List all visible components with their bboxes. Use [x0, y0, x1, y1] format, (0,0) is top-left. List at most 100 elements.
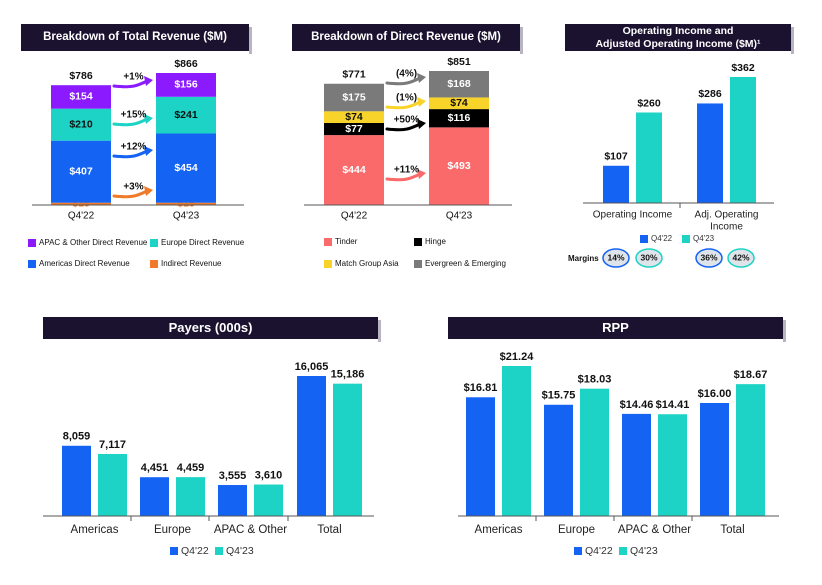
bar-payers-q4-22-apac-other — [218, 485, 247, 516]
growth-arrow-direct_revenue-hinge — [385, 122, 422, 132]
operating-income-title: Operating Income and Adjusted Operating … — [565, 24, 794, 54]
legend-label-total_revenue-americas-direct-revenue: Americas Direct Revenue — [39, 259, 130, 268]
legend-swatch-payers-q4-23 — [215, 547, 223, 555]
operating-income-title-line1: Operating Income and — [622, 25, 734, 38]
bar-rpp-q4-23-apac-other — [658, 414, 687, 516]
legend-label-total_revenue-europe-direct-revenue: Europe Direct Revenue — [161, 238, 245, 247]
operating-income-title-line2: Adjusted Operating Income ($M)¹ — [595, 37, 761, 50]
bar-payers-q4-22-europe — [140, 477, 169, 516]
legend-label-rpp-q4-23: Q4'23 — [630, 545, 658, 557]
data-label-rpp-q4-23-apac-other: $14.41 — [656, 399, 690, 411]
bar-rpp-q4-22-europe — [544, 404, 573, 516]
bar-operating_income-q4-22-operating-income — [603, 165, 629, 203]
bar-operating_income-q4-23-adj-operating-income — [730, 77, 756, 203]
margin-badge-operating-income-q4-23 — [635, 248, 663, 268]
margin-value-operating-income-q4-23: 30% — [640, 252, 657, 262]
bar-payers-q4-23-total — [333, 383, 362, 516]
legend-label-payers-q4-23: Q4'23 — [226, 545, 254, 557]
growth-arrow-total_revenue-americas-direct-revenue — [112, 149, 149, 159]
bar-direct_revenue-hinge-q4-22 — [324, 122, 384, 136]
margin-badge-adj-operating-income-q4-22 — [695, 248, 723, 268]
margins-label: Margins — [568, 254, 599, 263]
x-tick-total_revenue-q4-23: Q4'23 — [173, 211, 200, 222]
x-tick-payers-americas: Americas — [71, 524, 119, 536]
legend-swatch-rpp-q4-22 — [574, 547, 582, 555]
legend-swatch-total_revenue-indirect-revenue — [150, 260, 158, 268]
bar-direct_revenue-evergreen-emerging-q4-22 — [324, 83, 384, 112]
growth-arrow-direct_revenue-match-group-asia — [385, 100, 422, 110]
x-tick-payers-apac-other: APAC & Other — [214, 524, 287, 536]
data-label-payers-q4-22-europe: 4,451 — [141, 462, 169, 474]
growth-arrowhead-direct_revenue-hinge — [417, 119, 426, 129]
total-label-total_revenue-q4-23: $866 — [174, 58, 198, 70]
data-label-direct_revenue-hinge-q4-23: $116 — [448, 112, 471, 124]
legend-swatch-rpp-q4-23 — [619, 547, 627, 555]
data-label-direct_revenue-hinge-q4-22: $77 — [345, 123, 363, 135]
data-label-total_revenue-americas-direct-revenue-q4-23: $454 — [174, 162, 198, 174]
data-label-rpp-q4-22-apac-other: $14.46 — [620, 399, 654, 411]
bar-payers-q4-22-total — [297, 376, 326, 516]
growth-arrowhead-total_revenue-apac-other-direct-revenue — [144, 76, 153, 86]
data-label-total_revenue-apac-other-direct-revenue-q4-22: $154 — [69, 91, 93, 103]
data-label-operating_income-q4-23-adj-operating-income: $362 — [731, 62, 755, 74]
data-label-direct_revenue-tinder-q4-22: $444 — [342, 164, 366, 176]
bar-direct_revenue-tinder-q4-23 — [429, 127, 489, 205]
legend-swatch-direct_revenue-match-group-asia — [324, 260, 332, 268]
data-label-direct_revenue-evergreen-emerging-q4-23: $168 — [447, 78, 471, 90]
data-label-direct_revenue-match-group-asia-q4-23: $74 — [450, 97, 468, 109]
bar-rpp-q4-22-total — [700, 403, 729, 516]
bar-direct_revenue-match-group-asia-q4-23 — [429, 97, 489, 110]
x-tick-rpp-europe: Europe — [558, 524, 595, 536]
bar-payers-q4-22-americas — [62, 445, 91, 516]
data-label-total_revenue-europe-direct-revenue-q4-23: $241 — [174, 109, 198, 121]
bar-total_revenue-indirect-revenue-q4-22 — [51, 202, 111, 205]
data-label-operating_income-q4-22-operating-income: $107 — [604, 151, 628, 163]
bar-total_revenue-europe-direct-revenue-q4-23 — [156, 96, 216, 134]
bar-direct_revenue-match-group-asia-q4-22 — [324, 111, 384, 123]
bar-operating_income-q4-22-adj-operating-income — [697, 103, 723, 203]
data-label-rpp-q4-23-europe: $18.03 — [578, 374, 612, 386]
x-tick-total_revenue-q4-22: Q4'22 — [68, 211, 95, 222]
x-tick-operating_income-operating-income: Operating Income — [593, 210, 673, 221]
data-label-payers-q4-22-total: 16,065 — [295, 361, 329, 373]
legend-swatch-total_revenue-americas-direct-revenue — [28, 260, 36, 268]
legend-label-total_revenue-indirect-revenue: Indirect Revenue — [161, 259, 222, 268]
bar-payers-q4-23-americas — [98, 453, 127, 516]
data-label-total_revenue-americas-direct-revenue-q4-22: $407 — [69, 165, 93, 177]
bar-total_revenue-apac-other-direct-revenue-q4-22 — [51, 85, 111, 109]
growth-arrow-total_revenue-apac-other-direct-revenue — [112, 79, 149, 89]
legend-swatch-total_revenue-apac-other-direct-revenue — [28, 239, 36, 247]
total-revenue-title: Breakdown of Total Revenue ($M) — [21, 24, 252, 54]
x-tick-rpp-apac-other: APAC & Other — [618, 524, 691, 536]
growth-arrow-total_revenue-europe-direct-revenue — [112, 117, 149, 127]
data-label-payers-q4-23-europe: 4,459 — [177, 462, 205, 474]
data-label-direct_revenue-tinder-q4-23: $493 — [447, 160, 471, 172]
data-label-rpp-q4-22-americas: $16.81 — [464, 382, 498, 394]
data-label-total_revenue-apac-other-direct-revenue-q4-23: $156 — [174, 79, 198, 91]
growth-label-direct_revenue-evergreen-emerging: (4%) — [396, 69, 417, 80]
legend-label-total_revenue-apac-other-direct-revenue: APAC & Other Direct Revenue — [39, 238, 148, 247]
data-label-rpp-q4-23-americas: $21.24 — [500, 351, 535, 363]
growth-arrowhead-direct_revenue-match-group-asia — [417, 97, 426, 107]
growth-arrowhead-direct_revenue-tinder — [417, 169, 426, 179]
bar-rpp-q4-23-americas — [502, 366, 531, 516]
legend-swatch-direct_revenue-evergreen-emerging — [414, 260, 422, 268]
margin-badge-operating-income-q4-22 — [602, 248, 630, 268]
legend-swatch-operating_income-q4-22 — [640, 235, 648, 243]
data-label-payers-q4-22-americas: 8,059 — [63, 431, 91, 443]
margin-value-adj-operating-income-q4-22: 36% — [700, 252, 717, 262]
legend-swatch-direct_revenue-tinder — [324, 238, 332, 246]
data-label-payers-q4-22-apac-other: 3,555 — [219, 470, 247, 482]
margin-value-operating-income-q4-22: 14% — [607, 252, 624, 262]
bar-total_revenue-indirect-revenue-q4-23 — [156, 202, 216, 205]
bar-direct_revenue-hinge-q4-23 — [429, 109, 489, 128]
bar-rpp-q4-23-total — [736, 384, 765, 516]
growth-label-total_revenue-indirect-revenue: +3% — [123, 182, 143, 193]
legend-label-payers-q4-22: Q4'22 — [181, 545, 209, 557]
legend-label-direct_revenue-tinder: Tinder — [335, 237, 358, 246]
bar-total_revenue-europe-direct-revenue-q4-22 — [51, 108, 111, 141]
bar-payers-q4-23-europe — [176, 477, 205, 516]
total-label-direct_revenue-q4-23: $851 — [447, 56, 471, 68]
growth-label-direct_revenue-hinge: +50% — [394, 115, 420, 126]
